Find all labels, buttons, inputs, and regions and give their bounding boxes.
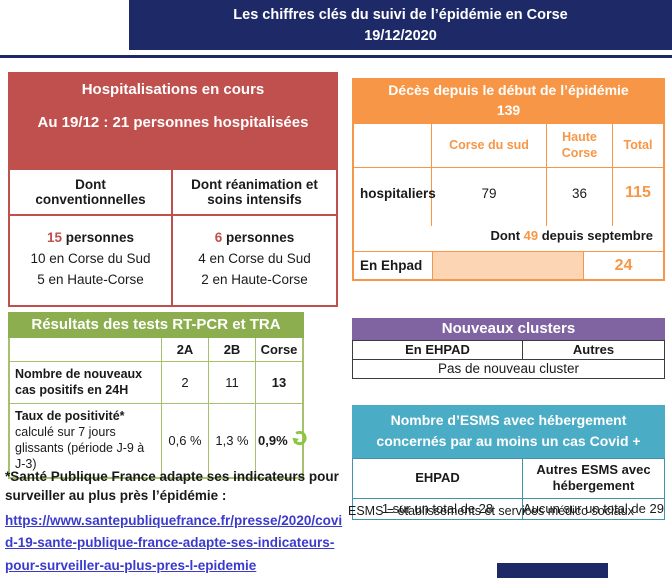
column-header-2a: 2A [162, 338, 209, 362]
column-header-corse-du-sud: Corse du sud [432, 124, 547, 168]
value-text: 0,9% [258, 432, 288, 448]
hospitaliers-row: hospitaliers 79 36 115 [354, 167, 663, 226]
page-title: Les chiffres clés du suivi de l’épidémie… [233, 6, 568, 23]
count-line: 15 personnes [14, 228, 167, 249]
value-haute-corse: 36 [547, 167, 613, 226]
table-cell-conventionnelles: 15 personnes 10 en Corse du Sud 5 en Hau… [10, 216, 173, 305]
column-header-ehpad: En EHPAD [353, 341, 523, 359]
clusters-table: En EHPAD Autres Pas de nouveau cluster [352, 340, 665, 379]
count-line: 6 personnes [177, 228, 332, 249]
detail-line: 5 en Haute-Corse [37, 271, 144, 287]
detail-line: 2 en Haute-Corse [201, 271, 308, 287]
header-divider [0, 55, 672, 58]
esms-header-row: EHPAD Autres ESMS avec hébergement [353, 459, 664, 499]
ehpad-value: 24 [614, 256, 633, 274]
esms-legend: ESMS = établissements et services médico… [348, 504, 634, 518]
column-header-total: Total [613, 124, 663, 168]
footer-bar [497, 563, 608, 578]
column-header-corse: Corse [256, 338, 302, 362]
count-label: personnes [62, 230, 135, 245]
footnote-text: *Santé Publique France adapte ses indica… [5, 469, 339, 503]
value-corse-du-sud: 79 [432, 167, 547, 226]
hospitalisations-box: Hospitalisations en cours Au 19/12 : 21 … [8, 72, 338, 307]
deaths-box: Décès depuis le début de l’épidémie 139 … [352, 78, 665, 281]
value-corse: 0,9% [256, 404, 309, 477]
count-value: 15 [46, 230, 62, 245]
value-2a: 0,6 % [162, 403, 209, 477]
deaths-title: Décès depuis le début de l’épidémie [388, 82, 629, 98]
clusters-box: Nouveaux clusters En EHPAD Autres Pas de… [352, 318, 665, 379]
clusters-title: Nouveaux clusters [352, 318, 665, 340]
tests-box: Résultats des tests RT-PCR et TRA 2A 2B … [8, 312, 307, 479]
column-header-reanimation: Dont réanimation et soins intensifs [173, 170, 336, 216]
clusters-header-row: En EHPAD Autres [353, 341, 664, 360]
row-label: Taux de positivité* calculé sur 7 jours … [10, 403, 162, 477]
value-2b: 1,3 % [209, 403, 256, 477]
empty-corner-cell [10, 338, 162, 362]
value-2b: 11 [209, 362, 256, 404]
esms-title: Nombre d’ESMS avec hébergement concernés… [352, 405, 665, 458]
row-label: Nombre de nouveaux cas positifs en 24H [10, 362, 162, 404]
detail-line: 10 en Corse du Sud [30, 250, 151, 266]
column-header-haute-corse: Haute Corse [547, 124, 613, 168]
footnote-block: *Santé Publique France adapte ses indica… [5, 468, 345, 578]
empty-corner-cell [354, 124, 432, 168]
spf-link[interactable]: https://www.santepubliquefrance.fr/press… [5, 512, 343, 574]
column-header-autres: Autres [572, 342, 615, 357]
shaded-cell [432, 251, 584, 279]
column-header-conventionnelles: Dont conventionnelles [10, 170, 173, 216]
table-cell-reanimation: 6 personnes 4 en Corse du Sud 2 en Haute… [173, 216, 336, 305]
esms-value-row: 1 sur un total de 28 Aucun sur un total … [353, 498, 664, 519]
note-suffix: depuis septembre [538, 227, 653, 243]
row-label-rest: calculé sur 7 jours glissants (période J… [15, 424, 145, 472]
detail-line: 4 en Corse du Sud [198, 250, 311, 266]
column-header-2b: 2B [209, 338, 256, 362]
note-value: 49 [523, 227, 539, 243]
row-label-bold: Taux de positivité* [15, 408, 125, 423]
deaths-header: Décès depuis le début de l’épidémie 139 [352, 78, 665, 125]
count-label: personnes [222, 230, 295, 245]
tests-table: 2A 2B Corse Nombre de nouveaux cas posit… [8, 338, 307, 479]
hospitalisations-header: Hospitalisations en cours Au 19/12 : 21 … [8, 72, 338, 170]
value-corse: 13 [256, 362, 302, 404]
row-label: hospitaliers [354, 167, 436, 226]
value-total: 115 [625, 183, 651, 201]
note-prefix: Dont [490, 227, 524, 243]
hospitalisations-table: Dont conventionnelles Dont réanimation e… [8, 170, 338, 307]
trend-down-icon [292, 430, 307, 449]
value-autres-esms: Aucun sur un total de 29 [523, 500, 664, 516]
ehpad-row: En Ehpad 24 [354, 250, 663, 279]
new-cases-row: Nombre de nouveaux cas positifs en 24H 2… [10, 362, 302, 404]
positivity-rate-row: Taux de positivité* calculé sur 7 jours … [10, 403, 307, 477]
page-date: 19/12/2020 [364, 27, 437, 44]
hospitalisations-subtitle: Au 19/12 : 21 personnes hospitalisées [37, 114, 309, 131]
count-value: 6 [214, 230, 223, 245]
deaths-table: Corse du sud Haute Corse Total hospitali… [352, 124, 665, 281]
deaths-header-row: Corse du sud Haute Corse Total [354, 124, 663, 168]
page-title-bar: Les chiffres clés du suivi de l’épidémie… [129, 0, 672, 50]
clusters-value: Pas de nouveau cluster [437, 361, 580, 376]
column-header-ehpad: EHPAD [353, 459, 523, 498]
tests-title: Résultats des tests RT-PCR et TRA [8, 312, 304, 338]
esms-box: Nombre d’ESMS avec hébergement concernés… [352, 405, 665, 520]
value-ehpad: 1 sur un total de 28 [353, 498, 523, 519]
value-2a: 2 [162, 362, 209, 404]
deaths-total: 139 [496, 101, 521, 118]
column-header-autres-esms: Autres ESMS avec hébergement [536, 462, 651, 494]
september-note: Dont 49 depuis septembre [354, 226, 663, 251]
hospitalisations-title: Hospitalisations en cours [81, 81, 265, 98]
tests-header-row: 2A 2B Corse [10, 338, 302, 362]
esms-table: EHPAD Autres ESMS avec hébergement 1 sur… [352, 458, 665, 520]
row-label: En Ehpad [360, 257, 423, 273]
